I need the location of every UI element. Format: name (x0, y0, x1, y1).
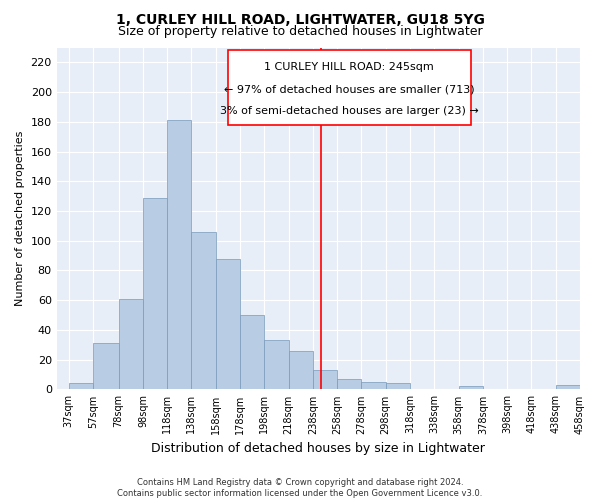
Bar (361, 382, 386, 390)
Bar (216, 258, 240, 390)
Bar (143, 198, 167, 390)
Text: Contains HM Land Registry data © Crown copyright and database right 2024.
Contai: Contains HM Land Registry data © Crown c… (118, 478, 482, 498)
Text: Size of property relative to detached houses in Lightwater: Size of property relative to detached ho… (118, 25, 482, 38)
Bar (191, 232, 216, 390)
Text: 1 CURLEY HILL ROAD: 245sqm: 1 CURLEY HILL ROAD: 245sqm (265, 62, 434, 72)
Bar (240, 315, 265, 390)
Bar (556, 385, 580, 390)
X-axis label: Distribution of detached houses by size in Lightwater: Distribution of detached houses by size … (151, 442, 485, 455)
Bar (313, 370, 337, 390)
Y-axis label: Number of detached properties: Number of detached properties (15, 131, 25, 306)
Bar (289, 351, 313, 390)
Bar (167, 120, 191, 390)
Text: 3% of semi-detached houses are larger (23) →: 3% of semi-detached houses are larger (2… (220, 106, 479, 117)
Bar (458, 386, 483, 390)
Bar (386, 384, 410, 390)
Bar (337, 379, 361, 390)
Bar (93, 344, 119, 390)
Bar (69, 384, 93, 390)
FancyBboxPatch shape (228, 50, 471, 125)
Bar (119, 298, 143, 390)
Text: ← 97% of detached houses are smaller (713): ← 97% of detached houses are smaller (71… (224, 84, 475, 94)
Text: 1, CURLEY HILL ROAD, LIGHTWATER, GU18 5YG: 1, CURLEY HILL ROAD, LIGHTWATER, GU18 5Y… (116, 12, 484, 26)
Bar (265, 340, 289, 390)
